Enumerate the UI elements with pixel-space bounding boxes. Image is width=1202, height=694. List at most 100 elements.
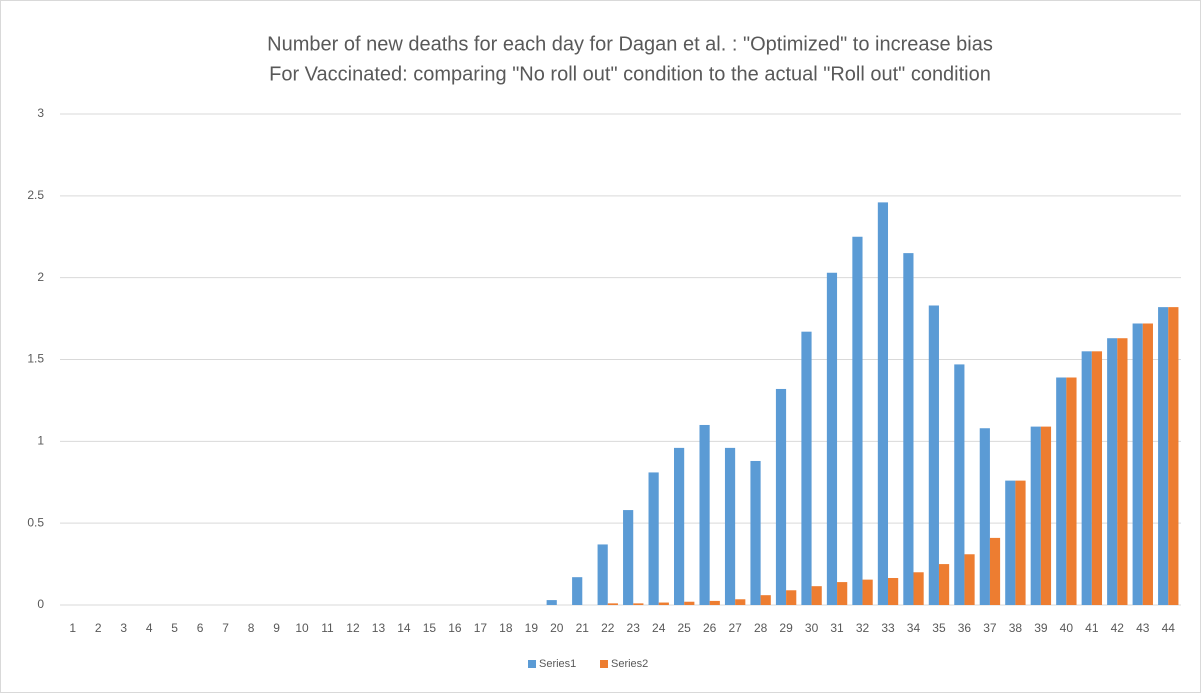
- x-tick-label: 1: [69, 621, 76, 635]
- bar: [964, 554, 975, 605]
- x-tick-label: 10: [295, 621, 309, 635]
- bar: [837, 582, 848, 605]
- bar: [572, 577, 583, 605]
- x-tick-label: 24: [652, 621, 666, 635]
- y-tick-label: 0.5: [27, 515, 44, 529]
- bar: [979, 428, 990, 605]
- bar: [786, 590, 797, 605]
- bar: [775, 388, 787, 605]
- x-tick-label: 32: [856, 621, 870, 635]
- x-tick-label: 44: [1162, 621, 1176, 635]
- bar: [1030, 426, 1041, 605]
- x-tick-label: 31: [830, 621, 844, 635]
- x-tick-label: 9: [273, 621, 280, 635]
- chart-title: Number of new deaths for each day for Da…: [267, 33, 993, 55]
- legend-swatch: [600, 660, 608, 668]
- bar: [699, 424, 710, 605]
- bar: [1142, 323, 1153, 605]
- bar: [674, 447, 685, 605]
- x-tick-label: 16: [448, 621, 462, 635]
- bar: [862, 579, 873, 605]
- bar: [658, 602, 669, 605]
- legend-swatch: [528, 660, 536, 668]
- x-tick-label: 33: [881, 621, 895, 635]
- bar: [1168, 307, 1179, 605]
- bar: [546, 600, 557, 605]
- x-tick-label: 17: [474, 621, 488, 635]
- bar: [1132, 323, 1143, 605]
- x-tick-label: 37: [983, 621, 997, 635]
- x-tick-label: 12: [346, 621, 360, 635]
- chart-subtitle: For Vaccinated: comparing "No roll out" …: [269, 63, 991, 85]
- bar: [954, 364, 965, 605]
- y-tick-label: 2: [37, 270, 44, 284]
- x-tick-label: 30: [805, 621, 819, 635]
- x-tick-label: 21: [576, 621, 590, 635]
- bar: [684, 601, 695, 605]
- bar: [801, 331, 812, 605]
- x-tick-label: 5: [171, 621, 178, 635]
- x-tick-label: 18: [499, 621, 513, 635]
- bar: [1005, 480, 1016, 605]
- bar: [1040, 426, 1052, 605]
- x-tick-label: 19: [525, 621, 539, 635]
- x-tick-label: 13: [372, 621, 386, 635]
- bar: [989, 537, 1001, 605]
- bar: [1056, 377, 1067, 605]
- bar: [709, 600, 720, 605]
- x-tick-label: 41: [1085, 621, 1099, 635]
- x-tick-label: 25: [678, 621, 692, 635]
- bar: [928, 305, 939, 605]
- x-tick-label: 26: [703, 621, 717, 635]
- x-tick-label: 4: [146, 621, 153, 635]
- y-tick-label: 1.5: [27, 352, 44, 366]
- legend-label: Series2: [611, 658, 648, 670]
- y-tick-label: 3: [37, 106, 44, 120]
- x-tick-label: 8: [248, 621, 255, 635]
- bar: [735, 599, 746, 605]
- bar: [852, 236, 863, 605]
- bar: [888, 577, 899, 605]
- y-tick-label: 1: [37, 434, 44, 448]
- bar: [724, 447, 736, 605]
- x-tick-label: 27: [728, 621, 742, 635]
- x-tick-label: 15: [423, 621, 437, 635]
- bar: [1158, 307, 1169, 605]
- bar: [633, 603, 644, 605]
- bar: [1117, 338, 1128, 605]
- bar: [1015, 480, 1026, 605]
- bar: [1107, 338, 1118, 605]
- x-tick-label: 36: [958, 621, 972, 635]
- x-tick-label: 14: [397, 621, 411, 635]
- x-tick-label: 2: [95, 621, 102, 635]
- x-tick-label: 28: [754, 621, 768, 635]
- x-tick-label: 42: [1111, 621, 1125, 635]
- bar: [938, 564, 950, 605]
- bar: [623, 510, 634, 605]
- x-tick-label: 29: [779, 621, 793, 635]
- x-tick-label: 40: [1060, 621, 1074, 635]
- x-tick-label: 23: [627, 621, 641, 635]
- bar: [1066, 377, 1077, 605]
- x-tick-label: 7: [222, 621, 229, 635]
- bar: [607, 603, 618, 605]
- bar: [648, 472, 659, 605]
- x-tick-label: 39: [1034, 621, 1048, 635]
- y-tick-label: 0: [37, 597, 44, 611]
- bar: [877, 202, 889, 605]
- bar: [903, 253, 914, 605]
- x-tick-label: 34: [907, 621, 921, 635]
- bar: [760, 595, 771, 605]
- x-tick-label: 6: [197, 621, 204, 635]
- x-tick-label: 35: [932, 621, 946, 635]
- x-tick-label: 20: [550, 621, 564, 635]
- x-tick-label: 38: [1009, 621, 1023, 635]
- bar: [597, 544, 608, 605]
- x-tick-label: 11: [321, 621, 334, 635]
- x-tick-label: 43: [1136, 621, 1150, 635]
- bar: [913, 572, 924, 605]
- bar: [826, 272, 838, 605]
- bar: [811, 586, 822, 605]
- x-tick-label: 22: [601, 621, 615, 635]
